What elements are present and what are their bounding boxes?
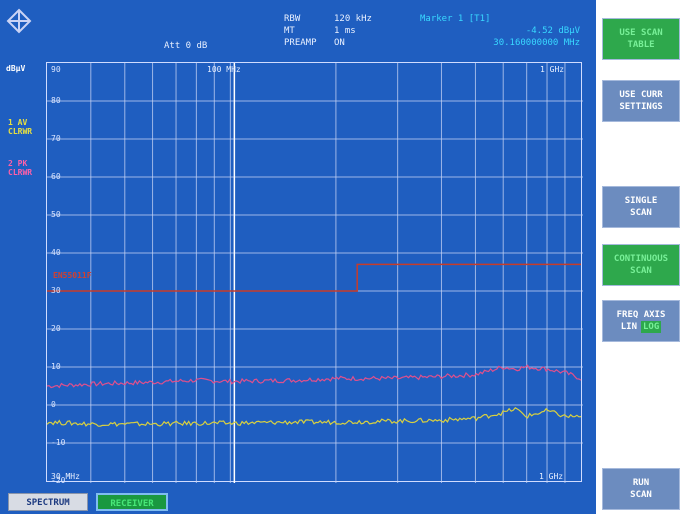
y-tick-label-top: 90 (51, 65, 61, 74)
trace1-mode: CLRWR (8, 127, 33, 136)
y-tick-label: 20 (51, 324, 61, 333)
marker-label: Marker 1 [T1] (420, 14, 491, 24)
unit-label: dBµV (6, 64, 26, 73)
freq-label-top-1ghz: 1 GHz (540, 65, 565, 74)
freq-axis-lin-option[interactable]: LIN (620, 322, 637, 332)
single-scan-line2: SCAN (630, 208, 652, 218)
limit-line (47, 263, 581, 292)
mt-label: MT (284, 26, 295, 36)
spectrum-plot[interactable]: 80 70 60 50 40 30 20 10 0 -10 -20 90 100 MHz 1 GHz … (46, 62, 583, 485)
rbw-value: 120 kHz (334, 14, 372, 24)
softkey-panel: USE SCAN TABLE USE CURR SETTINGS SINGLE … (598, 0, 680, 514)
run-scan-line1: RUN (632, 478, 650, 488)
continuous-scan-line2: SCAN (630, 266, 652, 276)
limit-line-label: EN55011F (53, 271, 92, 280)
marker-level: -4.52 dBµV (525, 26, 580, 36)
tab-receiver[interactable]: RECEIVER (96, 493, 168, 511)
rohde-schwarz-logo (6, 8, 32, 34)
y-tick-label: 70 (51, 134, 61, 143)
mt-value: 1 ms (334, 26, 356, 36)
freq-axis-button[interactable]: FREQ AXIS LIN LOG (602, 300, 680, 342)
y-tick-label: 80 (51, 96, 61, 105)
run-scan-button[interactable]: RUN SCAN (602, 468, 680, 510)
use-scan-table-line1: USE SCAN (619, 28, 663, 38)
y-tick-label: -10 (51, 438, 66, 447)
use-curr-line2: SETTINGS (619, 102, 663, 112)
run-scan-line2: SCAN (630, 490, 652, 500)
single-scan-line1: SINGLE (624, 196, 658, 206)
trace2-label: 2 PK (8, 159, 28, 168)
preamp-value: ON (334, 38, 345, 48)
y-tick-label: 60 (51, 172, 61, 181)
y-tick-label: 30 (51, 286, 61, 295)
continuous-scan-line1: CONTINUOUS (613, 254, 669, 264)
y-tick-label: 40 (51, 248, 61, 257)
preamp-label: PREAMP (284, 38, 317, 48)
use-scan-table-button[interactable]: USE SCAN TABLE (602, 18, 680, 60)
freq-axis-line1: FREQ AXIS (616, 310, 666, 320)
spectrum-graph (47, 63, 583, 483)
freq-label-stop: 1 GHz (539, 472, 564, 481)
freq-axis-log-option[interactable]: LOG (641, 321, 662, 333)
rbw-label: RBW (284, 14, 301, 24)
marker-frequency: 30.160000000 MHz (493, 38, 580, 48)
freq-label-start: 30 MHz (51, 472, 80, 481)
continuous-scan-button[interactable]: CONTINUOUS SCAN (602, 244, 680, 286)
trace1-label: 1 AV (8, 118, 28, 127)
y-tick-label: 0 (51, 400, 56, 409)
use-curr-settings-button[interactable]: USE CURR SETTINGS (602, 80, 680, 122)
analyzer-screen: Att 0 dB RBW 120 kHz MT 1 ms PREAMP ON M… (0, 0, 596, 514)
attenuation-label: Att 0 dB (164, 41, 208, 51)
freq-label-top-100mhz: 100 MHz (207, 65, 241, 74)
use-scan-table-line2: TABLE (627, 40, 655, 50)
y-tick-label: 50 (51, 210, 61, 219)
y-tick-label: 10 (51, 362, 61, 371)
single-scan-button[interactable]: SINGLE SCAN (602, 186, 680, 228)
trace2-mode: CLRWR (8, 168, 33, 177)
y-tick-label: -20 (51, 476, 66, 485)
tab-spectrum[interactable]: SPECTRUM (8, 493, 88, 511)
trace-1-av (47, 407, 582, 427)
use-curr-line1: USE CURR (619, 90, 663, 100)
trace-2-pk (47, 364, 582, 389)
